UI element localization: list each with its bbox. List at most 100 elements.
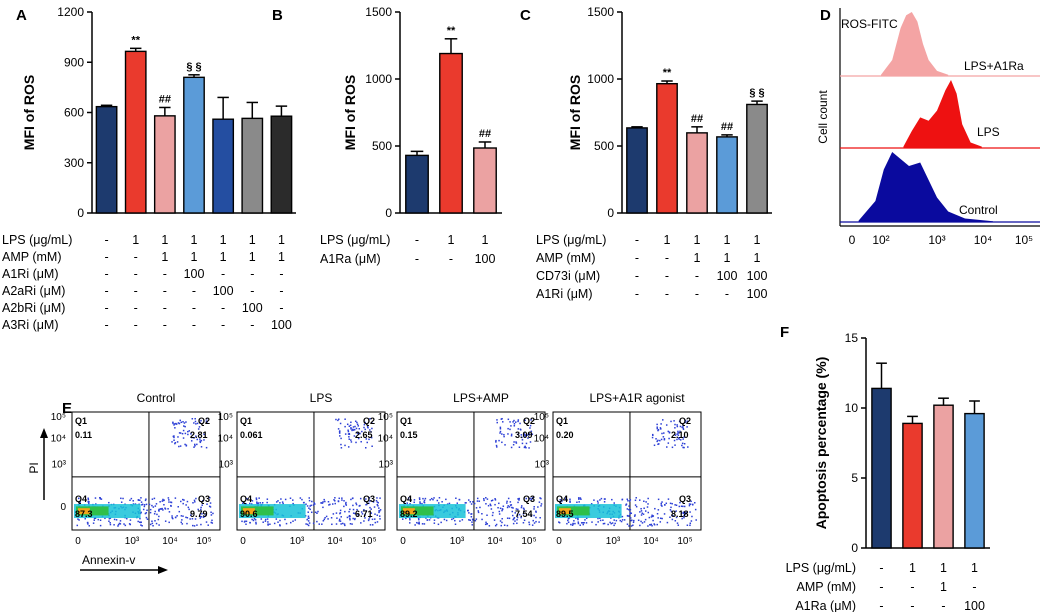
event-dot	[520, 506, 523, 509]
x-tick-label: 10²	[872, 233, 889, 247]
event-dot	[498, 513, 501, 515]
event-dot	[496, 419, 498, 421]
event-dot	[667, 430, 670, 433]
event-dot	[132, 500, 134, 502]
condition-label: LPS (μg/mL)	[536, 233, 606, 247]
event-dot	[76, 524, 79, 527]
event-dot	[464, 502, 467, 504]
condition-value: 1	[249, 250, 256, 264]
event-dot	[162, 499, 165, 502]
event-dot	[365, 503, 367, 506]
event-dot	[340, 437, 342, 440]
event-dot	[569, 501, 571, 503]
condition-value: -	[163, 318, 167, 332]
event-dot	[683, 516, 685, 519]
event-dot	[261, 502, 264, 504]
event-dot	[517, 433, 520, 435]
event-dot	[682, 428, 685, 431]
event-dot	[199, 517, 202, 519]
event-dot	[674, 423, 676, 426]
condition-value: -	[879, 561, 883, 575]
event-dot	[499, 428, 502, 430]
event-dot	[182, 502, 184, 505]
y-tick-label: 10³	[535, 459, 550, 470]
event-dot	[153, 513, 156, 515]
event-dot	[499, 520, 502, 522]
event-dot	[625, 504, 627, 506]
event-dot	[178, 445, 180, 448]
event-dot	[267, 523, 269, 525]
event-dot	[280, 498, 282, 500]
event-dot	[364, 428, 366, 431]
event-dot	[378, 511, 380, 514]
event-dot	[685, 511, 687, 514]
event-dot	[307, 520, 310, 522]
event-dot	[607, 523, 609, 526]
event-dot	[652, 519, 654, 522]
event-dot	[277, 500, 279, 502]
event-dot	[327, 518, 329, 520]
y-tick-label: 1500	[587, 5, 614, 19]
condition-value: -	[192, 318, 196, 332]
event-dot	[495, 523, 498, 526]
event-dot	[354, 517, 356, 520]
event-dot	[651, 515, 654, 518]
event-dot	[418, 497, 421, 499]
event-dot	[371, 445, 373, 448]
event-dot	[491, 499, 494, 502]
event-dot	[661, 432, 663, 435]
event-dot	[418, 521, 420, 524]
event-dot	[180, 521, 183, 524]
event-dot	[567, 517, 570, 520]
event-dot	[211, 519, 213, 522]
event-dot	[659, 521, 662, 523]
event-dot	[633, 519, 635, 522]
event-dot	[678, 505, 681, 508]
bar	[241, 117, 264, 214]
event-dot	[614, 522, 616, 525]
event-dot	[181, 432, 184, 435]
event-dot	[688, 504, 691, 507]
event-dot	[514, 512, 516, 514]
event-dot	[338, 430, 341, 433]
event-dot	[241, 520, 243, 523]
event-dot	[520, 516, 522, 519]
event-dot	[374, 518, 376, 520]
event-dot	[331, 503, 334, 505]
event-dot	[205, 521, 208, 523]
event-dot	[585, 522, 588, 524]
y-tick-label: 0	[851, 541, 858, 555]
event-dot	[196, 524, 198, 526]
event-dot	[602, 522, 605, 525]
event-dot	[579, 497, 582, 499]
event-dot	[143, 505, 146, 508]
event-dot	[182, 420, 184, 423]
event-dot	[357, 513, 359, 516]
event-dot	[312, 522, 315, 525]
event-dot	[348, 510, 350, 513]
event-dot	[308, 499, 311, 502]
event-dot	[418, 522, 421, 525]
event-dot	[130, 497, 133, 500]
event-dot	[507, 433, 509, 435]
event-dot	[99, 524, 102, 527]
event-dot	[137, 520, 139, 523]
event-dot	[174, 497, 177, 499]
event-dot	[170, 501, 173, 504]
event-dot	[206, 503, 208, 505]
event-dot	[515, 441, 517, 443]
x-arrowhead	[158, 566, 168, 574]
event-dot	[602, 519, 604, 521]
event-dot	[379, 509, 382, 511]
quadrant-label-q2: Q2	[679, 416, 691, 426]
histogram-LPS	[903, 80, 982, 148]
event-dot	[516, 516, 519, 519]
condition-value: -	[695, 269, 699, 283]
event-dot	[558, 521, 561, 524]
event-dot	[628, 525, 630, 527]
event-dot	[475, 518, 478, 520]
event-dot	[667, 442, 670, 444]
panel-letter-F: F	[780, 324, 789, 341]
event-dot	[339, 512, 341, 515]
event-dot	[323, 498, 325, 501]
